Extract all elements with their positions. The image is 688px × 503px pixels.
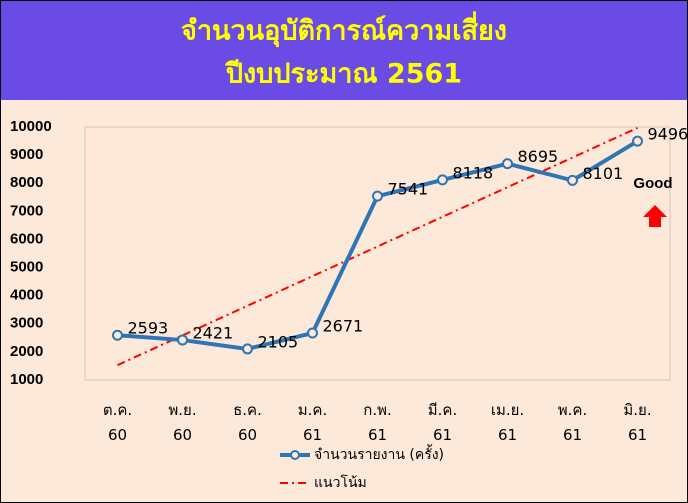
up-arrow (643, 205, 667, 227)
x-tick-label: พ.ย. 60 (168, 401, 196, 444)
data-label: 2671 (323, 317, 364, 336)
data-label: 2105 (258, 332, 299, 351)
data-label: 8695 (518, 147, 559, 166)
legend-label: จำนวนรายงาน (ครั้ง) (314, 444, 444, 463)
y-tick-label: 3000 (10, 315, 43, 332)
point (242, 343, 253, 355)
y-tick-label: 2000 (10, 343, 43, 360)
data-label: 9496 (648, 125, 688, 144)
point (502, 158, 513, 170)
data-label: 2593 (128, 319, 169, 338)
legend-marker (290, 450, 300, 460)
x-tick-label: ธ.ค. 60 (233, 401, 262, 444)
x-tick-label: มี.ค. 61 (428, 401, 457, 444)
y-tick-label: 5000 (10, 259, 43, 276)
point (112, 329, 123, 341)
point (177, 334, 188, 346)
point (307, 327, 318, 339)
y-tick-label: 7000 (10, 202, 43, 219)
point (372, 190, 383, 202)
title-band (1, 1, 687, 100)
y-tick-label: 8000 (10, 174, 43, 191)
chart-title: ปีงบประมาณ 2561 (224, 59, 462, 90)
legend-label: แนวโน้ม (314, 474, 367, 491)
chart-title: จำนวนอุบัติการณ์ความเสี่ยง (181, 11, 507, 48)
y-tick-label: 10000 (10, 118, 52, 135)
x-tick-label: มิ.ย. 61 (623, 401, 651, 444)
y-tick-label: 1000 (10, 371, 43, 388)
data-label: 2421 (193, 324, 234, 343)
point (567, 174, 578, 186)
x-tick-label: ก.พ. 61 (363, 401, 392, 444)
data-label: 8118 (453, 163, 494, 182)
annotation: Good (633, 175, 672, 192)
y-tick-label: 6000 (10, 230, 43, 247)
point (437, 174, 448, 186)
x-tick-label: เม.ย. 61 (491, 401, 524, 444)
y-tick-label: 9000 (10, 146, 43, 163)
data-label: 7541 (388, 180, 429, 199)
point (632, 135, 643, 147)
data-label: 8101 (583, 164, 624, 183)
y-tick-label: 4000 (10, 287, 43, 304)
series-line (117, 126, 638, 367)
x-tick-label: ต.ค. 60 (103, 401, 132, 444)
x-tick-label: พ.ค. 61 (558, 401, 587, 444)
x-tick-label: ม.ค. 61 (298, 401, 327, 444)
